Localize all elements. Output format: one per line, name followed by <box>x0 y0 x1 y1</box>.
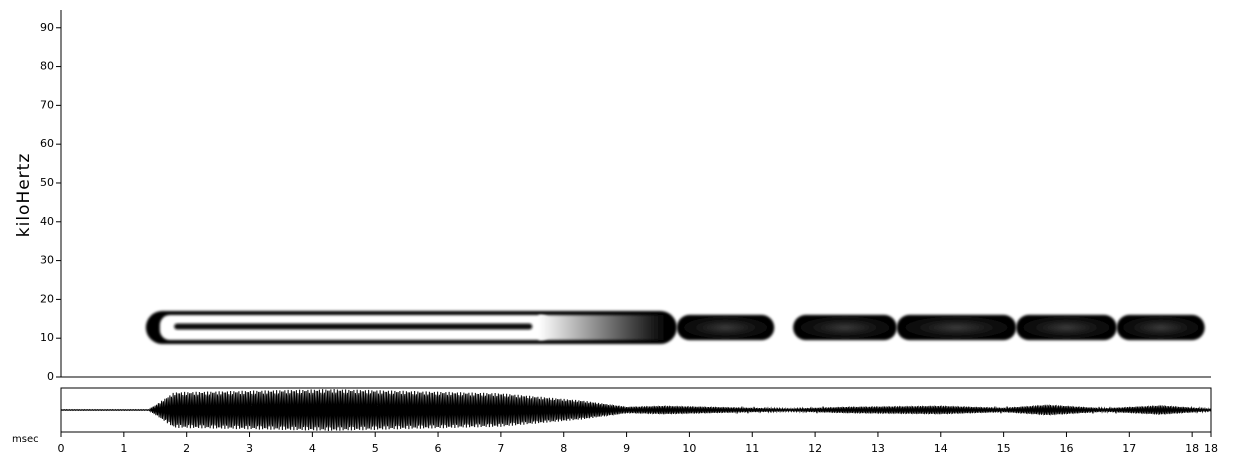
y-tick-label: 0 <box>47 370 54 383</box>
x-tick-label: 10 <box>682 442 696 455</box>
x-tick-label: 17 <box>1122 442 1136 455</box>
y-axis-title: kiloHertz <box>14 153 34 238</box>
y-tick-label: 90 <box>40 21 54 34</box>
x-tick-label: 0 <box>58 442 65 455</box>
spectrogram-heatmap <box>145 311 1205 345</box>
x-tick-label: 7 <box>497 442 504 455</box>
x-tick-label: 1 <box>120 442 127 455</box>
x-tick-label: 18 <box>1185 442 1199 455</box>
x-tick-label: 15 <box>997 442 1011 455</box>
x-tick-label: 4 <box>309 442 316 455</box>
x-tick-label: 8 <box>560 442 567 455</box>
y-tick-label: 50 <box>40 176 54 189</box>
x-tick-label: 6 <box>435 442 442 455</box>
x-tick-label: 12 <box>808 442 822 455</box>
y-tick-label: 60 <box>40 137 54 150</box>
spectrogram-segment <box>1116 314 1205 341</box>
x-unit-label: msec <box>12 434 39 445</box>
spectrogram-peak-core <box>174 323 533 330</box>
spectrogram-segment <box>896 314 1017 341</box>
x-tick-label: 13 <box>871 442 885 455</box>
y-tick-label: 80 <box>40 60 54 73</box>
y-tick-label: 20 <box>40 292 54 305</box>
x-tick-label: 16 <box>1059 442 1073 455</box>
waveform-trace <box>60 389 1212 431</box>
spectrogram-fade <box>538 315 667 341</box>
x-tick-label: 14 <box>934 442 948 455</box>
y-tick-label: 70 <box>40 98 54 111</box>
spectrogram-segment <box>676 314 775 341</box>
y-tick-label: 30 <box>40 254 54 267</box>
y-tick-label: 40 <box>40 215 54 228</box>
x-tick-label: 2 <box>183 442 190 455</box>
x-tick-label: 3 <box>246 442 253 455</box>
x-end-label: 18 <box>1204 442 1218 455</box>
spectrogram-segment <box>1016 314 1117 341</box>
spectrogram-segment <box>793 314 897 341</box>
x-tick-label: 11 <box>745 442 759 455</box>
x-tick-label: 9 <box>623 442 630 455</box>
x-tick-label: 5 <box>372 442 379 455</box>
y-tick-marks: 0 10 20 30 40 50 60 70 80 90 <box>40 21 61 383</box>
y-tick-label: 10 <box>40 331 54 344</box>
spectrogram-panel: 0 10 20 30 40 50 60 70 80 90 kiloHertz <box>14 10 1211 383</box>
waveform-panel: 0 1 2 3 4 5 6 7 8 9 10 11 12 13 14 15 16 17 18 18 msec <box>12 387 1218 455</box>
x-tick-marks: 0 1 2 3 4 5 6 7 8 9 10 11 12 13 14 15 16 17 18 18 <box>58 432 1218 455</box>
